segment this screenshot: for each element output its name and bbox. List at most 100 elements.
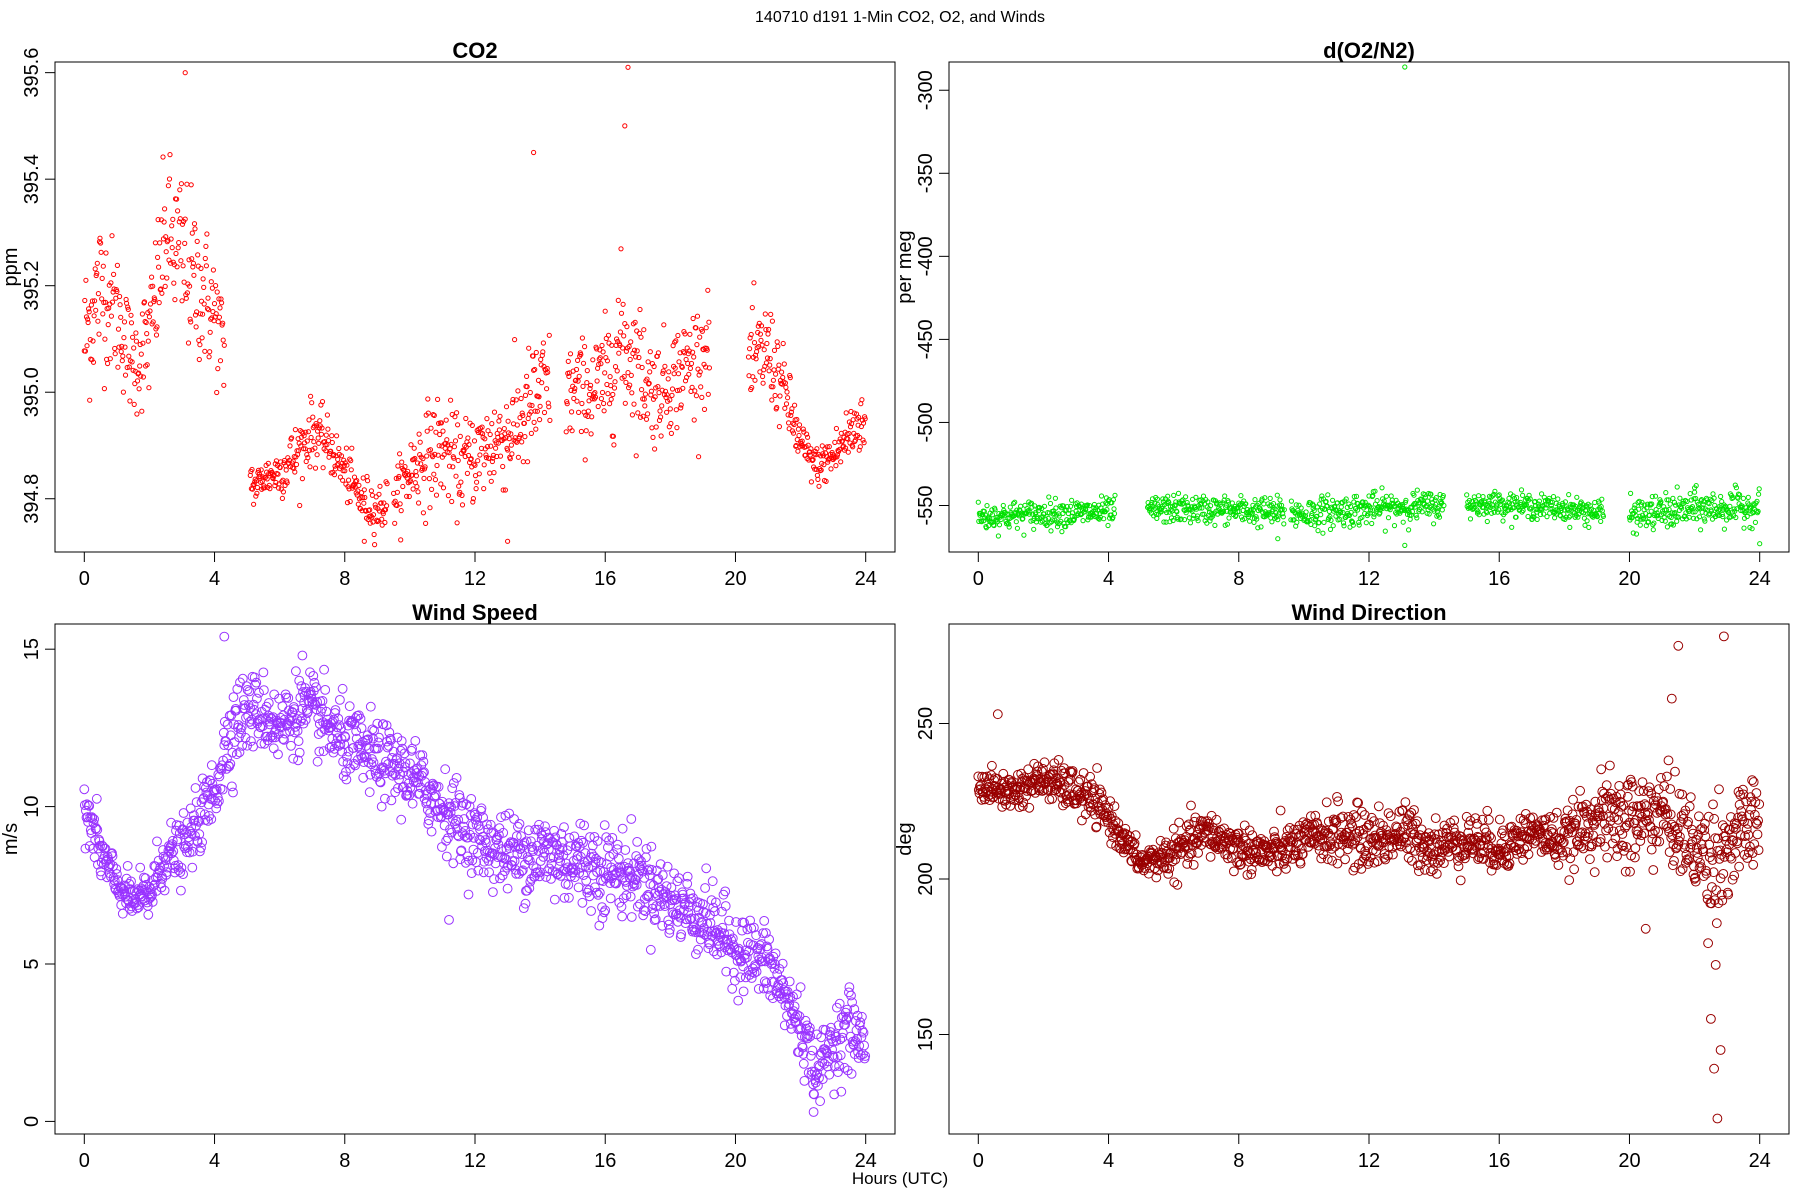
data-point (350, 760, 361, 771)
data-point (190, 830, 200, 841)
data-point (631, 347, 638, 353)
data-point (338, 463, 344, 469)
data-point (790, 430, 797, 436)
data-point (1385, 811, 1396, 822)
data-point (667, 406, 673, 412)
data-point (618, 246, 624, 252)
y-tick-label: 395.2 (21, 261, 43, 311)
data-point (769, 397, 775, 403)
data-point (707, 876, 718, 887)
data-point (699, 328, 706, 334)
data-point (1242, 516, 1248, 522)
data-point (1026, 511, 1032, 517)
data-point (138, 373, 144, 379)
data-point (687, 331, 693, 337)
data-point (757, 331, 764, 337)
data-point (599, 820, 610, 830)
data-point (771, 347, 778, 353)
x-tick-label: 8 (339, 1150, 350, 1172)
data-point (1534, 516, 1540, 523)
data-point (774, 404, 780, 411)
data-point (694, 313, 701, 319)
data-point (449, 498, 455, 505)
data-point (1031, 526, 1037, 532)
data-point (101, 386, 108, 392)
data-point (90, 834, 101, 845)
data-point (1005, 520, 1011, 526)
data-point (205, 295, 211, 301)
data-point (117, 293, 123, 300)
data-point (149, 274, 155, 280)
x-tick-label: 20 (724, 568, 746, 590)
data-point (705, 287, 711, 293)
data-point (505, 538, 511, 544)
data-point (1053, 505, 1059, 511)
data-point (565, 865, 575, 876)
data-point (186, 822, 197, 832)
data-point (399, 748, 410, 759)
data-point (595, 403, 601, 410)
data-point (488, 887, 498, 897)
data-point (256, 738, 267, 749)
data-point (1166, 499, 1172, 506)
data-point (1425, 498, 1431, 504)
data-point (538, 356, 544, 363)
data-point (164, 846, 175, 857)
data-point (601, 408, 607, 414)
data-point (808, 1107, 819, 1117)
data-point (805, 442, 811, 448)
data-point (1414, 515, 1420, 521)
data-point (384, 727, 395, 738)
data-point (607, 401, 613, 407)
data-point (1262, 495, 1268, 501)
data-point (399, 459, 405, 465)
data-point (254, 484, 260, 491)
data-point (300, 430, 306, 436)
data-point (283, 467, 289, 473)
x-tick-label: 4 (209, 1150, 220, 1172)
data-point (308, 434, 314, 441)
data-point (112, 345, 118, 352)
data-point (844, 982, 855, 992)
data-point (1517, 499, 1524, 505)
data-point (140, 873, 151, 884)
x-tick-label: 8 (339, 568, 350, 590)
data-point (672, 365, 678, 371)
data-point (497, 413, 503, 419)
data-point (655, 384, 661, 390)
data-point (236, 722, 247, 732)
data-point (154, 324, 160, 330)
data-point (800, 426, 806, 432)
data-point (533, 426, 539, 432)
data-point (283, 693, 294, 703)
data-point (139, 885, 150, 895)
data-point (1021, 532, 1027, 538)
data-point (661, 322, 667, 328)
data-point (266, 482, 272, 488)
data-point (84, 801, 95, 811)
data-point (508, 442, 514, 448)
data-point (267, 486, 273, 492)
data-point (641, 327, 647, 333)
data-point (367, 520, 373, 526)
data-point (1673, 502, 1679, 508)
data-point (1520, 492, 1526, 498)
data-point (265, 460, 271, 466)
data-point (428, 425, 434, 431)
data-point (159, 885, 170, 896)
data-point (275, 471, 281, 477)
data-point (796, 432, 802, 439)
data-point (93, 272, 99, 279)
data-point (1275, 536, 1281, 542)
data-point (604, 358, 611, 364)
data-point (367, 507, 373, 513)
data-point (1733, 514, 1739, 521)
data-point (189, 256, 195, 262)
data-point (118, 349, 124, 355)
data-point (376, 508, 383, 514)
y-tick-label: -500 (915, 402, 937, 442)
data-point (1407, 516, 1413, 522)
data-point (462, 453, 468, 460)
data-point (488, 443, 494, 449)
data-point (617, 823, 628, 834)
